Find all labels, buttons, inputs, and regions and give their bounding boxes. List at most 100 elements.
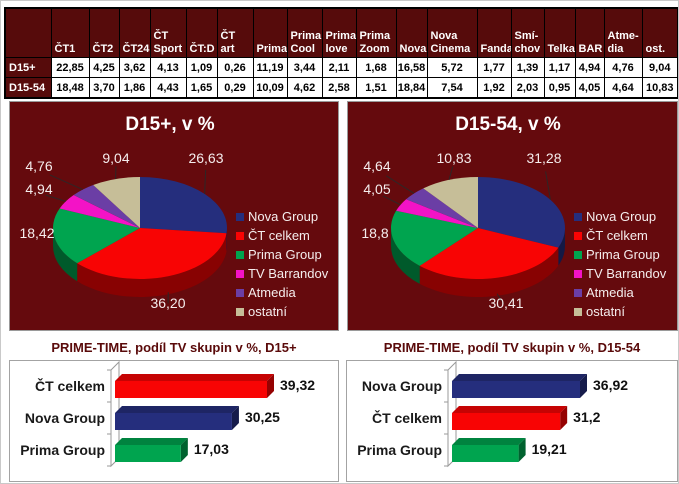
pie-slice-Atmedia [73, 185, 140, 228]
table-cell: 0,26 [216, 57, 254, 78]
pie-rim [77, 233, 227, 297]
category-label: Prima Group [20, 442, 105, 458]
column-header: ost. [641, 7, 678, 58]
bar-top-face [452, 406, 568, 413]
table-header-row: ČT1 ČT2 ČT24 ČT Sport ČT:D ČT art Prima Prima C… [4, 7, 678, 58]
legend-label: ostatní [586, 304, 625, 319]
table-cell: 1,77 [476, 57, 512, 78]
table-cell: 4,76 [603, 57, 643, 78]
column-header: Smí-chov [510, 7, 545, 58]
pie-slice-ostatní [423, 177, 478, 228]
table-cell: 5,72 [426, 57, 478, 78]
column-header: Prima Cool [286, 7, 323, 58]
pie-rim [419, 247, 559, 297]
table-cell: 1,68 [355, 57, 397, 78]
pie-value-label: 18,8 [361, 225, 388, 241]
pie-slice-Prima Group [53, 208, 140, 264]
table-cell: 1,17 [543, 57, 576, 78]
legend-swatch [236, 308, 244, 316]
table-cell: 9,04 [641, 57, 678, 78]
pie-value-label: 9,04 [102, 150, 129, 166]
legend-label: Nova Group [248, 209, 318, 224]
table-cell: 4,13 [149, 57, 187, 78]
pie-panel-d15-54: 31,28 30,41 18,8 4,05 4,64 10,83 D15-54, v % No… [347, 101, 678, 331]
legend-label: Prima Group [586, 247, 660, 262]
pie-slice-TV Barrandov [396, 199, 478, 228]
bar-ČT celkem [452, 413, 561, 430]
legend-label: Prima Group [248, 247, 322, 262]
bar-chart-title-d15plus: PRIME-TIME, podíl TV skupin v %, D15+ [51, 340, 297, 355]
table-cell: 3,70 [88, 77, 120, 99]
pie-slice-ostatní [93, 177, 140, 228]
column-header: Nova Cinema [426, 7, 478, 58]
pie-leader-line [545, 171, 551, 200]
bar-top-face [452, 438, 526, 445]
table-cell: 2,11 [321, 57, 357, 78]
bar-value-label: 36,92 [593, 377, 628, 393]
table-cell: 4,64 [603, 77, 643, 99]
pie-value-label: 26,63 [188, 150, 223, 166]
table-row: D15+ 22,85 4,25 3,62 4,13 1,09 0,26 11,19 3,44 2,… [4, 57, 678, 78]
pie-value-label: 4,76 [25, 158, 52, 174]
table-cell: 1,51 [355, 77, 397, 99]
table-cell: 4,43 [149, 77, 187, 99]
pie-leader-line [382, 195, 401, 206]
pie-rim [53, 228, 78, 282]
row-header: D15-54 [4, 77, 52, 99]
legend-label: TV Barrandov [586, 266, 667, 281]
table-cell: 4,25 [88, 57, 120, 78]
table-cell: 18,48 [50, 77, 90, 99]
pie-leader-line [204, 169, 207, 194]
column-header: ČT:D [185, 7, 218, 58]
chart-title: D15+, v % [125, 114, 214, 135]
bar-end-face [518, 438, 526, 462]
legend-swatch [574, 232, 582, 240]
table-corner-cell [4, 7, 52, 58]
pie-rim [391, 228, 420, 284]
table-cell: 4,94 [574, 57, 605, 78]
table-cell: 3,62 [118, 57, 151, 78]
legend-swatch [236, 213, 244, 221]
table-cell: 0,95 [543, 77, 576, 99]
bar-end-face [580, 374, 587, 398]
legend-swatch [236, 251, 244, 259]
table-cell: 2,58 [321, 77, 357, 99]
table-cell: 3,44 [286, 57, 323, 78]
table-cell: 22,85 [50, 57, 90, 78]
pie-slice-TV Barrandov [59, 195, 140, 228]
table-cell: 7,54 [426, 77, 478, 99]
pie-chart-d15plus: 26,63 36,20 18,42 4,94 4,76 9,04 D15+, v % Nova… [19, 114, 328, 319]
table-cell: 0,29 [216, 77, 254, 99]
bar-panel-d15plus: PRIME-TIME, podíl TV skupin v %, D15+ ČT… [9, 338, 339, 482]
column-header: BAR [574, 7, 605, 58]
table-cell: 10,09 [252, 77, 288, 99]
pie-value-label: 4,05 [363, 181, 390, 197]
column-header: ČT art [216, 7, 254, 58]
pie-rim [558, 228, 565, 266]
legend-label: Atmedia [248, 285, 296, 300]
pie-value-label: 10,83 [436, 150, 471, 166]
bar-top-face [115, 374, 274, 381]
pie-slice-Atmedia [406, 188, 478, 228]
bar-end-face [180, 438, 188, 462]
legend-label: Nova Group [586, 209, 656, 224]
bar-end-face [267, 374, 274, 398]
bar-end-face [231, 406, 239, 430]
table-cell: 1,86 [118, 77, 151, 99]
legend-swatch [236, 232, 244, 240]
pie-value-label: 30,41 [488, 295, 523, 311]
column-header: ČT2 [88, 7, 120, 58]
pie-panel-d15plus: 26,63 36,20 18,42 4,94 4,76 9,04 D15+, v % Nova… [9, 101, 339, 331]
column-header: ČT1 [50, 7, 90, 58]
pie-slice-Nova Group [478, 177, 565, 248]
legend-swatch [574, 251, 582, 259]
tv-share-table: ČT1 ČT2 ČT24 ČT Sport ČT:D ČT art Prima Prima C… [4, 7, 678, 99]
table-cell: 1,92 [476, 77, 512, 99]
column-header: Telka [543, 7, 576, 58]
legend-swatch [236, 270, 244, 278]
table-cell: 16,58 [395, 57, 428, 78]
bar-Nova Group [452, 381, 580, 398]
pie-value-label: 4,64 [363, 158, 390, 174]
table-row: D15-54 18,48 3,70 1,86 4,43 1,65 0,29 10,09 4,62… [4, 77, 678, 99]
